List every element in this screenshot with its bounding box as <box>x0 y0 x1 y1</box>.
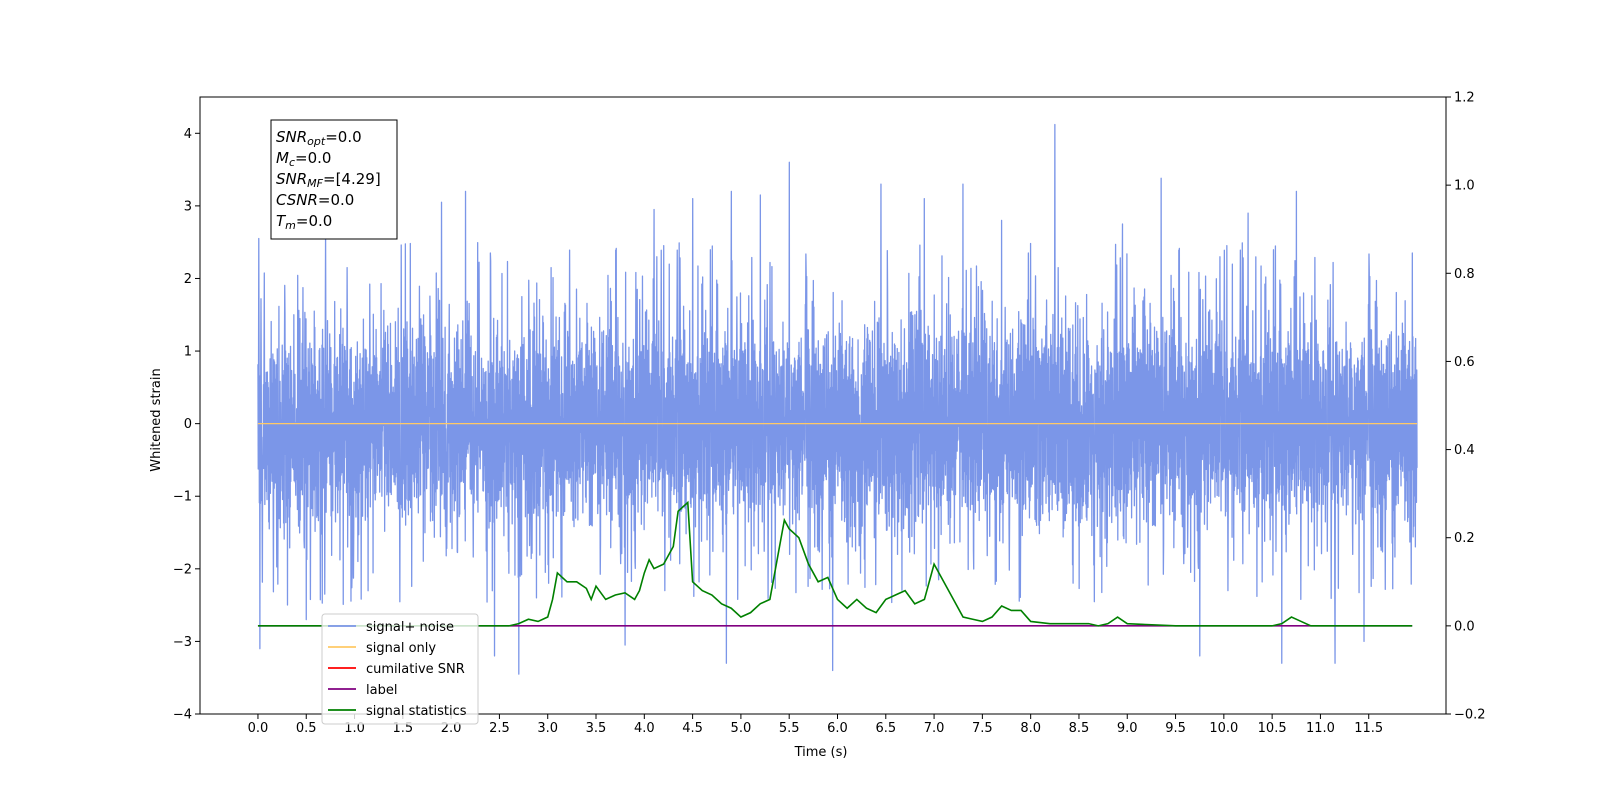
y-tick-label-left: 3 <box>184 199 192 214</box>
annotation-line: Tm=0.0 <box>276 212 332 232</box>
x-tick-label: 8.0 <box>1020 721 1041 736</box>
plot-frame <box>199 96 1447 715</box>
signal-noise-layer <box>257 123 1418 675</box>
annotation-value: =0.0 <box>325 128 361 146</box>
y-tick-label-left: −3 <box>173 635 192 650</box>
x-tick-label: 7.0 <box>924 721 945 736</box>
x-tick-label: 7.5 <box>972 721 993 736</box>
y-tick-label-right: 0.6 <box>1454 355 1475 370</box>
x-tick-label: 9.5 <box>1165 721 1186 736</box>
y-axis-right: −0.2 0.0 0.2 0.4 0.6 0.8 1.0 1.2 <box>1446 91 1486 723</box>
legend-label: signal+ noise <box>366 620 454 635</box>
legend-label: cumilative SNR <box>366 662 465 677</box>
y-tick-label-left: −1 <box>173 490 192 505</box>
y-tick-label-right: 0.4 <box>1454 443 1475 458</box>
x-axis: 0.0 0.5 1.0 1.5 2.0 2.5 3.0 3.5 4.0 4.5 5.0 5.5 6.0 6… <box>248 714 1383 736</box>
annotation-subscript: opt <box>307 135 326 148</box>
x-axis-label: Time (s) <box>794 745 848 760</box>
y-tick-label-left: 2 <box>184 272 192 287</box>
annotation-box: SNRopt=0.0Mc=0.0SNRMF=[4.29]CSNR=0.0Tm=0… <box>270 119 398 240</box>
annotation-symbol: T <box>276 212 287 230</box>
y-tick-label-right: 0.8 <box>1454 267 1475 282</box>
x-tick-label: 9.0 <box>1117 721 1138 736</box>
series-signal-noise <box>257 123 1418 675</box>
legend-label: signal statistics <box>366 704 467 719</box>
x-tick-label: 2.5 <box>489 721 510 736</box>
x-tick-label: 2.0 <box>441 721 462 736</box>
x-tick-label: 3.0 <box>537 721 558 736</box>
x-tick-label: 8.5 <box>1069 721 1090 736</box>
annotation-line: CSNR=0.0 <box>276 191 354 209</box>
y-tick-label-right: 1.2 <box>1454 91 1475 106</box>
annotation-line: Mc=0.0 <box>276 149 331 169</box>
y-tick-label-right: −0.2 <box>1454 708 1486 723</box>
x-tick-label: 11.5 <box>1354 721 1383 736</box>
x-tick-label: 1.5 <box>392 721 413 736</box>
x-tick-label: 10.0 <box>1209 721 1238 736</box>
y-tick-label-right: 1.0 <box>1454 179 1475 194</box>
annotation-subscript: m <box>285 219 296 232</box>
x-tick-label: 4.0 <box>634 721 655 736</box>
annotation-symbol: M <box>276 149 289 167</box>
annotation-line: SNRMF=[4.29] <box>276 170 381 190</box>
annotation-value: =0.0 <box>296 212 332 230</box>
y-tick-label-right: 0.0 <box>1454 619 1475 634</box>
x-tick-label: 5.0 <box>731 721 752 736</box>
y-tick-label-left: 1 <box>184 345 192 360</box>
legend: signal+ noise signal only cumilative SNR la… <box>321 613 479 725</box>
annotation-line: SNRopt=0.0 <box>276 128 362 148</box>
annotation-value: =[4.29] <box>323 170 381 188</box>
x-tick-label: 3.5 <box>586 721 607 736</box>
x-tick-label: 11.0 <box>1306 721 1335 736</box>
x-tick-label: 0.5 <box>296 721 317 736</box>
annotation-symbol: SNR <box>276 170 307 188</box>
y-axis-label-left: Whitened strain <box>149 368 164 471</box>
x-tick-label: 10.5 <box>1258 721 1287 736</box>
x-tick-label: 6.0 <box>827 721 848 736</box>
annotation-frame <box>270 119 398 240</box>
y-tick-label-left: −2 <box>173 562 192 577</box>
y-tick-label-left: −4 <box>173 708 192 723</box>
annotation-symbol: CSNR <box>276 191 318 209</box>
annotation-symbol: SNR <box>276 128 307 146</box>
y-tick-label-right: 0.2 <box>1454 531 1475 546</box>
annotation-value: =0.0 <box>295 149 331 167</box>
y-tick-label-left: 4 <box>184 127 192 142</box>
legend-label: signal only <box>366 641 436 656</box>
legend-label: label <box>366 683 397 698</box>
y-axis-left: −4 −3 −2 −1 0 1 2 3 4 <box>173 127 200 723</box>
annotation-value: =0.0 <box>318 191 354 209</box>
x-tick-label: 4.5 <box>682 721 703 736</box>
y-tick-label-left: 0 <box>184 417 192 432</box>
x-tick-label: 1.0 <box>344 721 365 736</box>
x-tick-label: 6.5 <box>875 721 896 736</box>
x-tick-label: 5.5 <box>779 721 800 736</box>
x-tick-label: 0.0 <box>248 721 269 736</box>
annotation-subscript: MF <box>307 177 323 190</box>
series-signal-statistics <box>257 500 1413 627</box>
annotation-subscript: c <box>289 156 295 169</box>
legend-frame <box>321 613 479 725</box>
